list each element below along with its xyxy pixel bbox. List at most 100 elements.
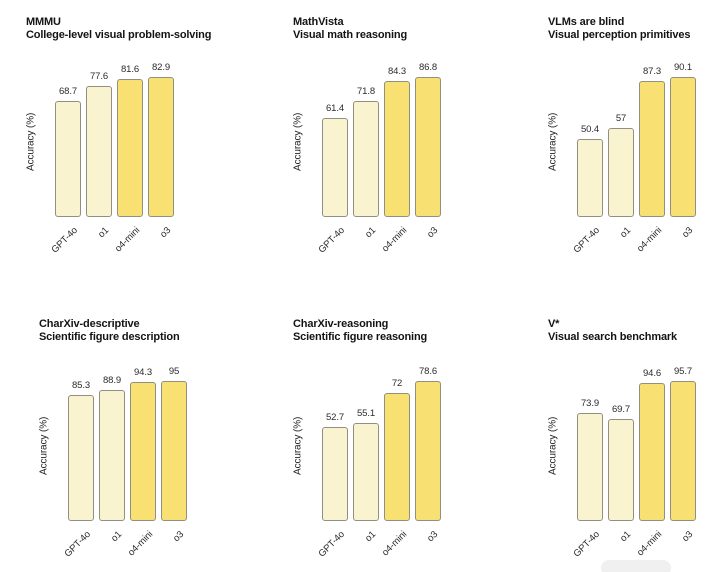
bar-value-label: 78.6	[418, 366, 438, 377]
bar-group-o4-mini: 81.6	[117, 64, 143, 217]
bar	[670, 381, 696, 521]
x-tick-label: o4-mini	[379, 225, 409, 255]
bar	[322, 427, 348, 521]
bar-value-label: 81.6	[120, 64, 140, 75]
bar-value-label: 88.9	[102, 375, 122, 386]
x-tick-label: o4-mini	[125, 529, 155, 559]
bar	[353, 101, 379, 217]
x-tick-label: o1	[362, 529, 378, 545]
chart-title-block: VLMs are blind Visual perception primiti…	[548, 16, 720, 41]
bar	[68, 395, 94, 521]
chart-mmmu: MMMU College-level visual problem-solvin…	[0, 0, 240, 286]
chart-subtitle: Visual math reasoning	[293, 28, 408, 41]
chart-mathvista: MathVista Visual math reasoning Accuracy…	[240, 0, 480, 286]
x-tick-label: GPT-4o	[62, 529, 93, 560]
x-tick-label: GPT-4o	[571, 529, 602, 560]
bar-group-o3: 86.8	[415, 62, 441, 217]
bar-group-o1: 88.9	[99, 375, 125, 521]
bar	[99, 390, 125, 521]
chart-title: VLMs are blind	[548, 16, 625, 28]
x-tick-label: o3	[170, 529, 186, 545]
bar	[577, 139, 603, 217]
bar-value-label: 57	[615, 113, 627, 124]
bar-group-o1: 71.8	[353, 86, 379, 217]
bar-group-gpt-4o: 68.7	[55, 86, 81, 217]
y-axis-label: Accuracy (%)	[292, 112, 304, 172]
x-tick-label: GPT-4o	[571, 225, 602, 256]
x-tick-label: o1	[617, 529, 633, 545]
bar-value-label: 94.3	[133, 367, 153, 378]
bar-group-o3: 90.1	[670, 62, 696, 217]
x-tick-label: GPT-4o	[49, 225, 80, 256]
bar-group-o3: 82.9	[148, 62, 174, 217]
chart-subtitle: Scientific figure reasoning	[293, 330, 428, 343]
bar-group-o3: 78.6	[415, 366, 441, 521]
y-axis-label: Accuracy (%)	[547, 416, 559, 476]
chart-title-block: MathVista Visual math reasoning	[293, 16, 508, 41]
bar-value-label: 73.9	[580, 398, 600, 409]
bar-value-label: 61.4	[325, 103, 345, 114]
bar-value-label: 55.1	[356, 408, 376, 419]
bar	[353, 423, 379, 521]
bar	[608, 128, 634, 217]
bar-group-gpt-4o: 50.4	[577, 124, 603, 217]
x-tick-label: o3	[424, 529, 440, 545]
bar	[148, 77, 174, 217]
x-tick-label: o4-mini	[634, 529, 664, 559]
bar	[161, 381, 187, 521]
bar-group-gpt-4o: 61.4	[322, 103, 348, 217]
bar	[322, 118, 348, 217]
bar	[384, 393, 410, 521]
corner-watermark	[601, 560, 671, 572]
x-tick-label: o3	[679, 529, 695, 545]
y-axis-label: Accuracy (%)	[547, 112, 559, 172]
bar	[608, 419, 634, 521]
bar	[55, 101, 81, 217]
bar	[639, 383, 665, 521]
y-axis-label: Accuracy (%)	[25, 112, 37, 172]
bar-value-label: 71.8	[356, 86, 376, 97]
chart-title: CharXiv-reasoning	[293, 318, 389, 330]
chart-subtitle: College-level visual problem-solving	[26, 28, 212, 41]
bar	[117, 79, 143, 217]
bar-group-o4-mini: 94.3	[130, 367, 156, 521]
bar-value-label: 50.4	[580, 124, 600, 135]
bars-area: 52.7 55.1 72 78.6	[322, 366, 441, 521]
bar-group-gpt-4o: 85.3	[68, 380, 94, 521]
bars-area: 61.4 71.8 84.3 86.8	[322, 62, 441, 217]
bar-value-label: 86.8	[418, 62, 438, 73]
y-axis-label: Accuracy (%)	[38, 416, 50, 476]
chart-v: V* Visual search benchmark Accuracy (%) …	[480, 302, 720, 572]
bar-group-o4-mini: 94.6	[639, 368, 665, 521]
x-tick-label: GPT-4o	[316, 529, 347, 560]
x-tick-label: GPT-4o	[316, 225, 347, 256]
chart-subtitle: Scientific figure description	[39, 330, 180, 343]
bar-group-o1: 55.1	[353, 408, 379, 521]
bar-group-gpt-4o: 73.9	[577, 398, 603, 521]
x-tick-label: o1	[95, 225, 111, 241]
bar-group-o3: 95	[161, 366, 187, 521]
bar-group-o1: 77.6	[86, 71, 112, 217]
bar-value-label: 69.7	[611, 404, 631, 415]
bar-value-label: 84.3	[387, 66, 407, 77]
chart-title: MathVista	[293, 16, 344, 28]
x-tick-label: o4-mini	[634, 225, 664, 255]
bar	[86, 86, 112, 217]
bar-group-gpt-4o: 52.7	[322, 412, 348, 521]
bar	[670, 77, 696, 217]
bar	[130, 382, 156, 521]
chart-title-block: MMMU College-level visual problem-solvin…	[26, 16, 241, 41]
chart-charxiv-reasoning: CharXiv-reasoning Scientific figure reas…	[240, 302, 480, 572]
chart-subtitle: Visual search benchmark	[548, 330, 678, 343]
bar-value-label: 77.6	[89, 71, 109, 82]
x-tick-label: o3	[157, 225, 173, 241]
x-tick-label: o4-mini	[379, 529, 409, 559]
bar-group-o4-mini: 72	[384, 378, 410, 521]
y-axis-label: Accuracy (%)	[292, 416, 304, 476]
bar-group-o4-mini: 84.3	[384, 66, 410, 217]
bars-area: 85.3 88.9 94.3 95	[68, 366, 187, 521]
chart-title: MMMU	[26, 16, 61, 28]
bar-value-label: 68.7	[58, 86, 78, 97]
bars-area: 68.7 77.6 81.6 82.9	[55, 62, 174, 217]
